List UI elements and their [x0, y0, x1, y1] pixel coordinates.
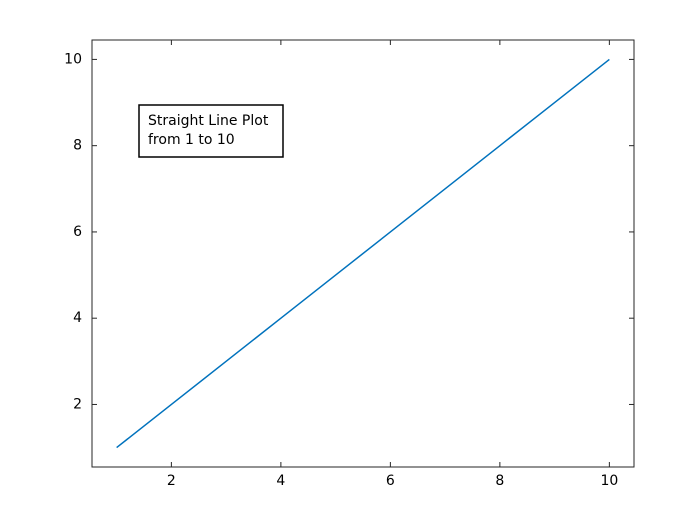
x-tick-label: 10 [600, 473, 618, 489]
annotation-line: Straight Line Plot [148, 113, 269, 129]
y-tick-label: 10 [64, 51, 82, 67]
y-tick-label: 4 [73, 310, 82, 326]
y-tick-label: 6 [73, 224, 82, 240]
x-tick-label: 6 [386, 473, 395, 489]
y-tick-label: 8 [73, 138, 82, 154]
annotation-box [138, 104, 284, 158]
x-tick-label: 2 [167, 473, 176, 489]
y-tick-label: 2 [73, 396, 82, 412]
x-tick-label: 8 [495, 473, 504, 489]
x-tick-label: 4 [276, 473, 285, 489]
annotation-line: from 1 to 10 [148, 132, 235, 148]
data-line [116, 58, 610, 449]
